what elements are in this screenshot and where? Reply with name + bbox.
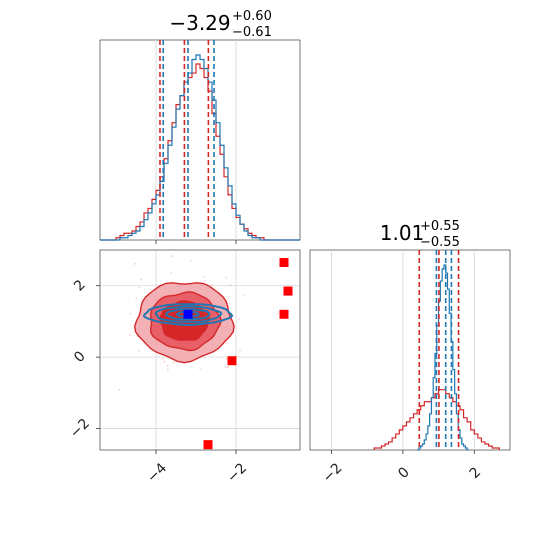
sample-point [225,276,228,279]
panel-top-left-title: −3.29 [169,11,230,35]
y-tick-label: 0 [71,348,89,366]
sample-point [166,364,169,367]
sample-point [170,255,173,257]
sample-point [276,312,279,315]
sample-point [134,262,136,265]
blue-marker [183,309,193,319]
title-2-value: 1.01 [380,221,425,245]
sample-point [128,333,131,336]
sample-point [135,297,138,300]
sample-point [140,278,143,281]
red-marker-2 [283,286,293,296]
panel-top-left: −3.29 +0.60 −0.61 [99,9,301,244]
histogram-series-1 [373,389,500,450]
y-tick-label: −2 [67,416,93,442]
x-tick-label: 0 [395,464,413,482]
sample-point [170,272,173,274]
x-tick-label: −2 [224,460,250,486]
panel-bottom-right: −2 0 2 1.01 +0.55 −0.55 [309,219,511,486]
sample-point [239,349,241,352]
sample-point [129,312,132,315]
sample-point [163,360,166,363]
sample-point [229,283,232,286]
sample-point [227,296,230,299]
red-marker-4 [227,356,237,366]
sample-point [161,358,164,360]
sample-point [211,284,214,286]
sample-point [173,361,176,363]
sample-point [225,358,228,360]
y-tick-label: 2 [71,277,89,295]
title-1-minus: −0.61 [232,25,272,40]
title-2-minus: −0.55 [420,235,460,250]
sample-point [203,275,206,278]
sample-point [204,279,206,282]
title-1-plus: +0.60 [232,9,272,24]
blue-contour-level-2 [154,305,223,323]
histogram-series-1 [100,63,300,241]
red-marker-3 [279,309,289,319]
red-marker-1 [279,258,289,267]
panel-bottom-left-frame [99,249,301,451]
x-tick-label: −2 [320,460,346,486]
title-2-plus: +0.55 [420,219,460,234]
sample-point [242,293,245,296]
panel-bottom-left: −4 −2 2 0 −2 [67,249,301,486]
sample-point [225,366,227,369]
histogram-series-2 [100,54,300,241]
x-tick-label: −4 [144,460,170,486]
sample-point [138,349,141,352]
title-1-value: −3.29 [169,11,230,35]
blue-contour-level-3 [165,308,211,321]
sample-point [237,317,240,320]
sample-point [138,286,141,289]
sample-point [118,388,121,391]
sample-point [226,366,229,368]
sample-point [166,368,169,371]
histogram-series-2 [417,264,469,451]
blue-contour-level-1 [142,303,234,327]
panel-top-left-frame [99,39,301,241]
sample-point [189,259,192,262]
sample-point [199,367,202,370]
red-marker-5 [203,440,213,450]
panel-bottom-right-title: 1.01 [380,221,425,245]
blue-contour-level-4 [175,310,200,318]
panel-bottom-right-frame [309,249,511,451]
x-tick-label: 2 [467,464,485,482]
sample-point [225,342,228,345]
